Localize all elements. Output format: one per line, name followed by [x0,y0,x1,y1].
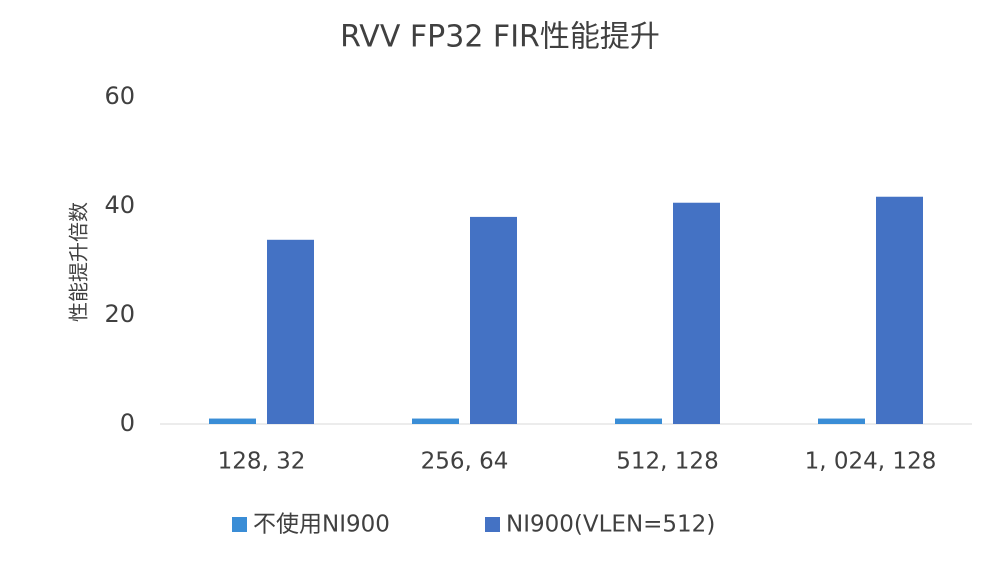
y-tick-label: 0 [120,409,135,437]
bar [615,418,662,424]
bar [818,418,865,424]
x-tick-label: 256, 64 [421,449,509,475]
x-tick-label: 1, 024, 128 [805,449,937,475]
bar [470,216,517,424]
bar [267,239,314,424]
x-tick-label: 512, 128 [616,449,718,475]
bar [412,418,459,424]
legend-label: NI900(VLEN=512) [506,512,715,538]
bar [876,196,923,424]
legend-swatch [232,517,247,532]
bar [209,418,256,424]
legend-label: 不使用NI900 [253,512,390,538]
legend-swatch [485,517,500,532]
chart-title: RVV FP32 FIR性能提升 [340,20,660,55]
y-axis-label: 性能提升倍数 [67,202,91,322]
x-tick-label: 128, 32 [218,449,306,475]
y-tick-label: 40 [104,191,135,219]
bar [673,202,720,424]
y-tick-label: 60 [104,82,135,110]
y-tick-label: 20 [104,300,135,328]
